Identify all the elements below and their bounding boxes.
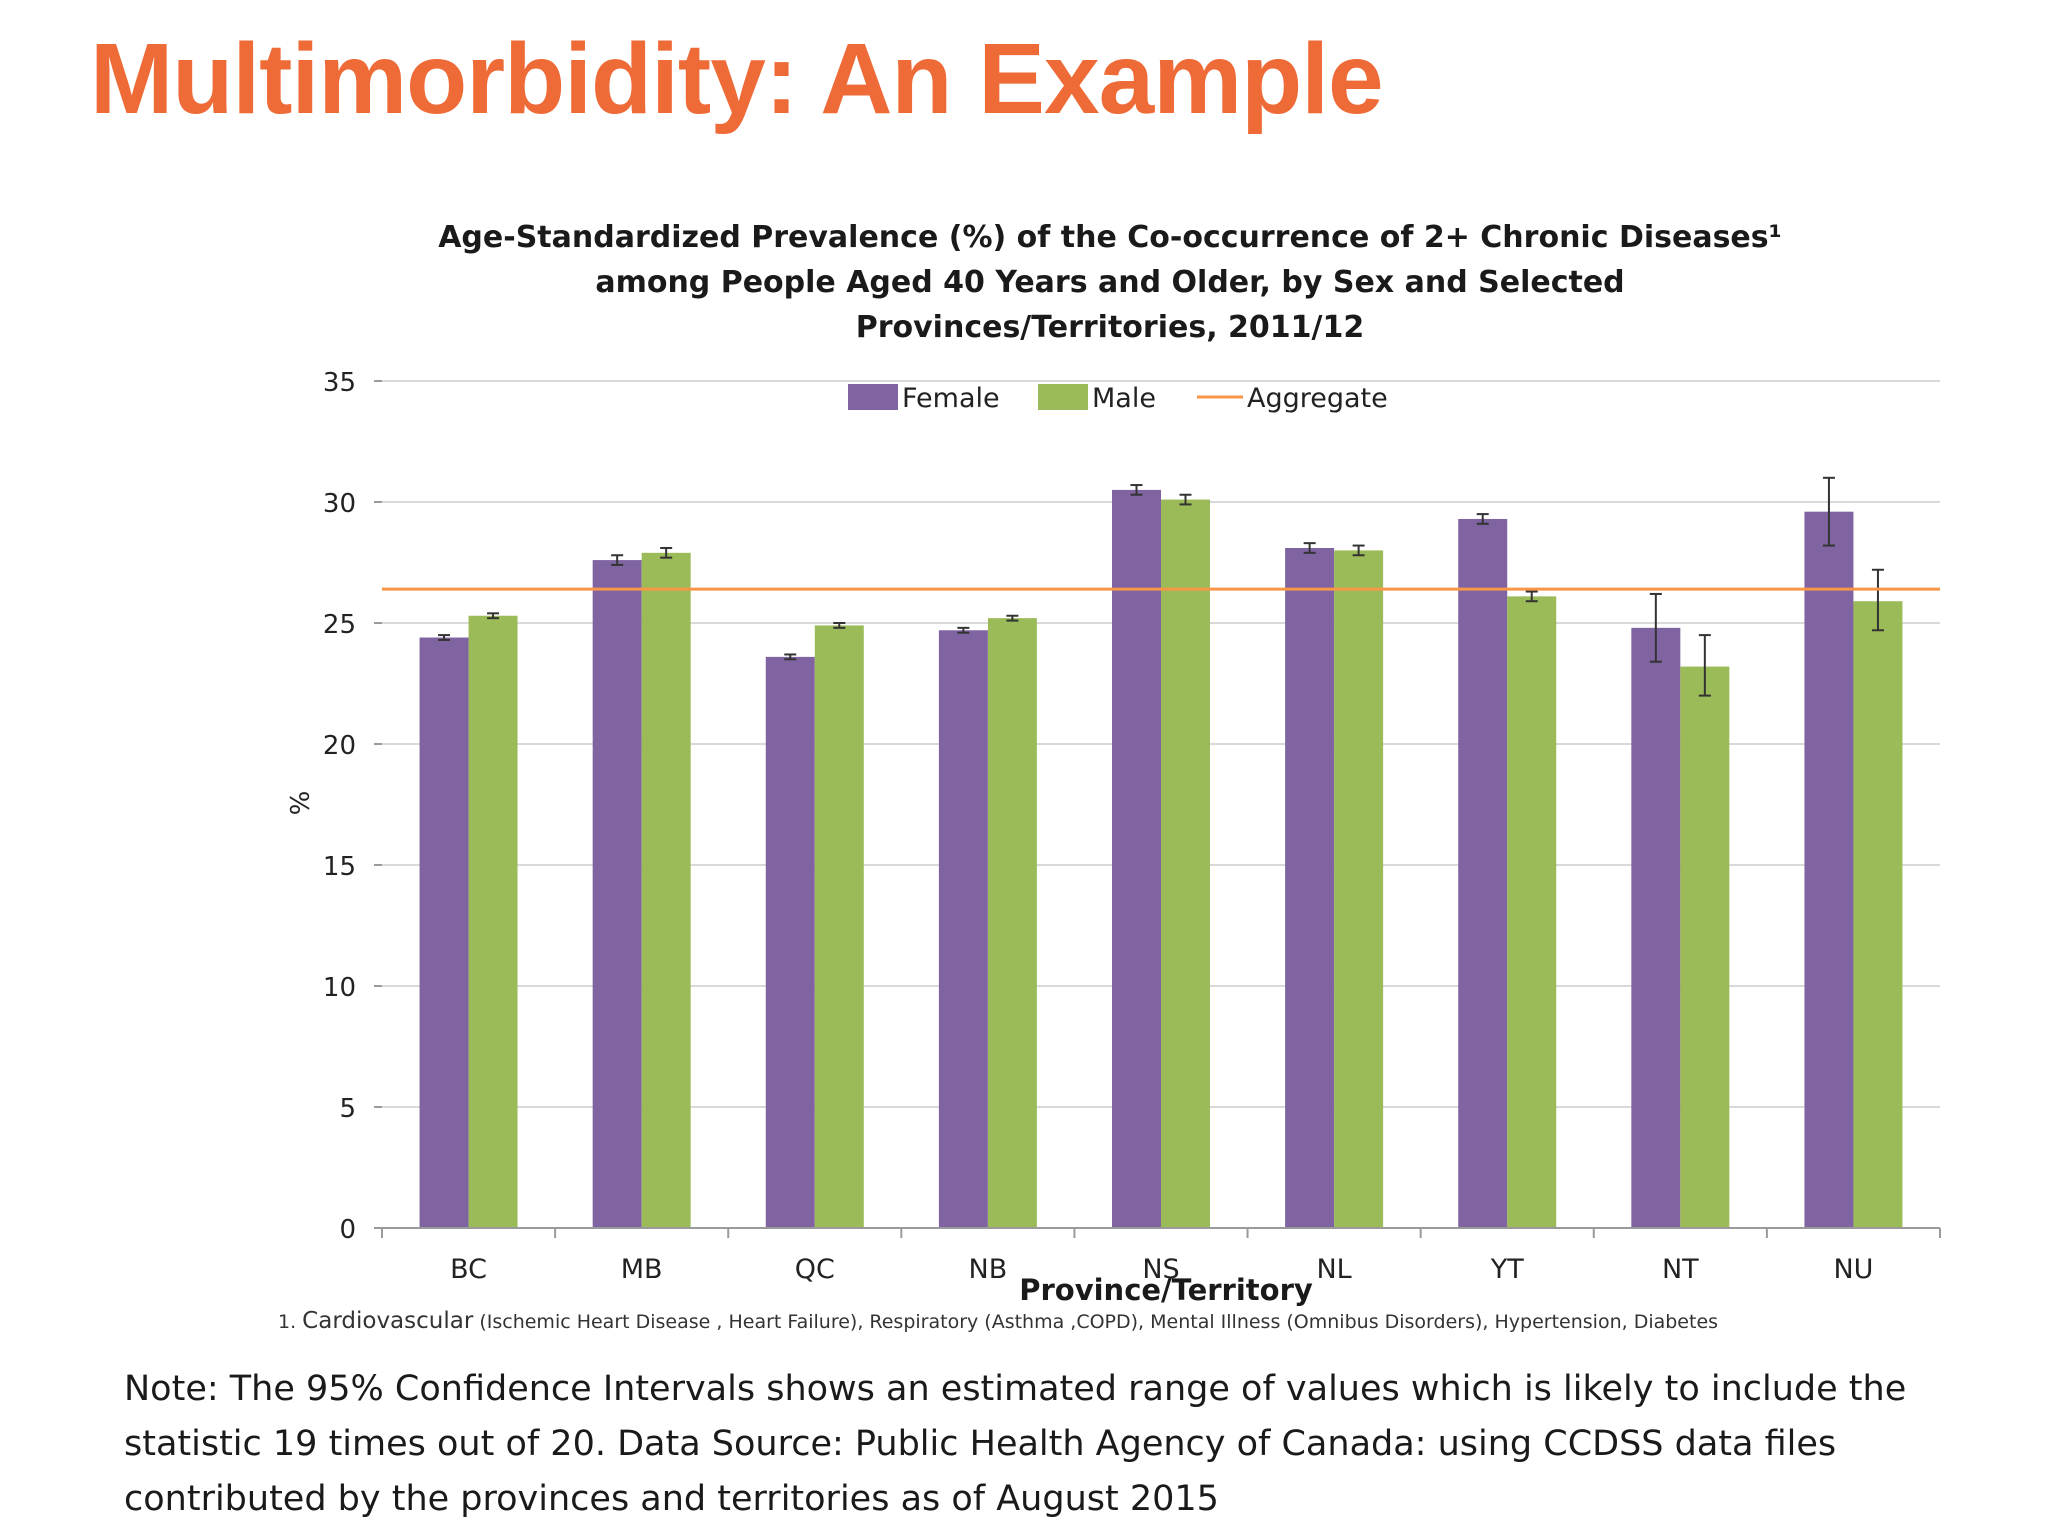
bar-male-mb [641, 552, 691, 1228]
chart-title-line-3: Provinces/Territories, 2011/12 [856, 310, 1365, 345]
footnote-number: 1. [278, 1311, 303, 1333]
bar-female-bc [419, 637, 469, 1228]
y-tick-label: 10 [323, 973, 356, 1003]
bar-male-nb [987, 618, 1037, 1228]
bar-female-nl [1285, 547, 1335, 1228]
error-bars [438, 476, 1884, 697]
chart-title-line-1: Age-Standardized Prevalence (%) of the C… [438, 220, 1782, 255]
legend-label-female: Female [902, 383, 1000, 414]
footnote-lead: Cardiovascular [302, 1308, 474, 1334]
chart-title-line-2: among People Aged 40 Years and Older, by… [595, 265, 1624, 300]
bar-female-mb [592, 560, 642, 1228]
chart-title: Age-Standardized Prevalence (%) of the C… [438, 220, 1782, 345]
legend-swatch-male [1038, 384, 1088, 410]
x-tick-label-mb: MB [621, 1254, 663, 1285]
footnote-text: (Ischemic Heart Disease , Heart Failure)… [473, 1311, 1719, 1333]
bar-female-qc [765, 656, 815, 1228]
bar-male-nl [1334, 550, 1384, 1228]
bar-female-yt [1458, 518, 1508, 1228]
bar-chart: Age-Standardized Prevalence (%) of the C… [283, 220, 1941, 1307]
x-tick-label-nb: NB [969, 1254, 1008, 1285]
legend: Female Male Aggregate [848, 383, 1388, 414]
bar-male-bc [468, 615, 518, 1228]
y-tick-label: 25 [323, 610, 356, 640]
x-axis-label: Province/Territory [1019, 1273, 1313, 1307]
x-tick-label-nt: NT [1662, 1254, 1699, 1285]
x-tick-label-nl: NL [1316, 1254, 1351, 1285]
x-tick-label-ns: NS [1142, 1254, 1179, 1285]
bar-female-nt [1631, 627, 1681, 1228]
bars [419, 489, 1903, 1229]
x-axis-ticks [381, 1228, 1941, 1238]
legend-swatch-female [848, 384, 898, 410]
y-tick-label: 15 [323, 852, 356, 882]
y-tick-label: 5 [339, 1094, 356, 1124]
legend-label-aggregate: Aggregate [1247, 383, 1388, 414]
x-axis-labels: BC MB QC NB NS NL YT NT NU [450, 1254, 1873, 1285]
bar-male-nt [1680, 666, 1730, 1228]
bar-female-nb [938, 630, 988, 1228]
bar-male-yt [1507, 596, 1557, 1228]
bar-male-nu [1853, 601, 1903, 1228]
bar-female-nu [1804, 511, 1854, 1228]
bar-male-qc [814, 625, 864, 1228]
x-tick-label-qc: QC [795, 1254, 835, 1285]
bar-male-ns [1161, 499, 1210, 1229]
y-axis-label: % [283, 791, 313, 816]
x-tick-label-nu: NU [1833, 1254, 1873, 1285]
y-tick-label: 0 [339, 1215, 356, 1245]
data-source-note: Note: The 95% Confidence Intervals shows… [124, 1369, 1907, 1519]
bar-female-ns [1112, 489, 1161, 1228]
y-tick-label: 20 [323, 731, 356, 761]
legend-label-male: Male [1092, 383, 1156, 414]
slide-title: Multimorbidity: An Example [90, 23, 1384, 135]
chart-footnote: 1. Cardiovascular (Ischemic Heart Diseas… [278, 1308, 1718, 1334]
y-tick-label: 35 [323, 368, 356, 398]
y-tick-label: 30 [323, 489, 356, 519]
x-tick-label-yt: YT [1490, 1254, 1524, 1285]
x-tick-label-bc: BC [450, 1254, 487, 1285]
y-axis-ticks: 0 5 10 15 20 25 30 35 [323, 368, 356, 1245]
